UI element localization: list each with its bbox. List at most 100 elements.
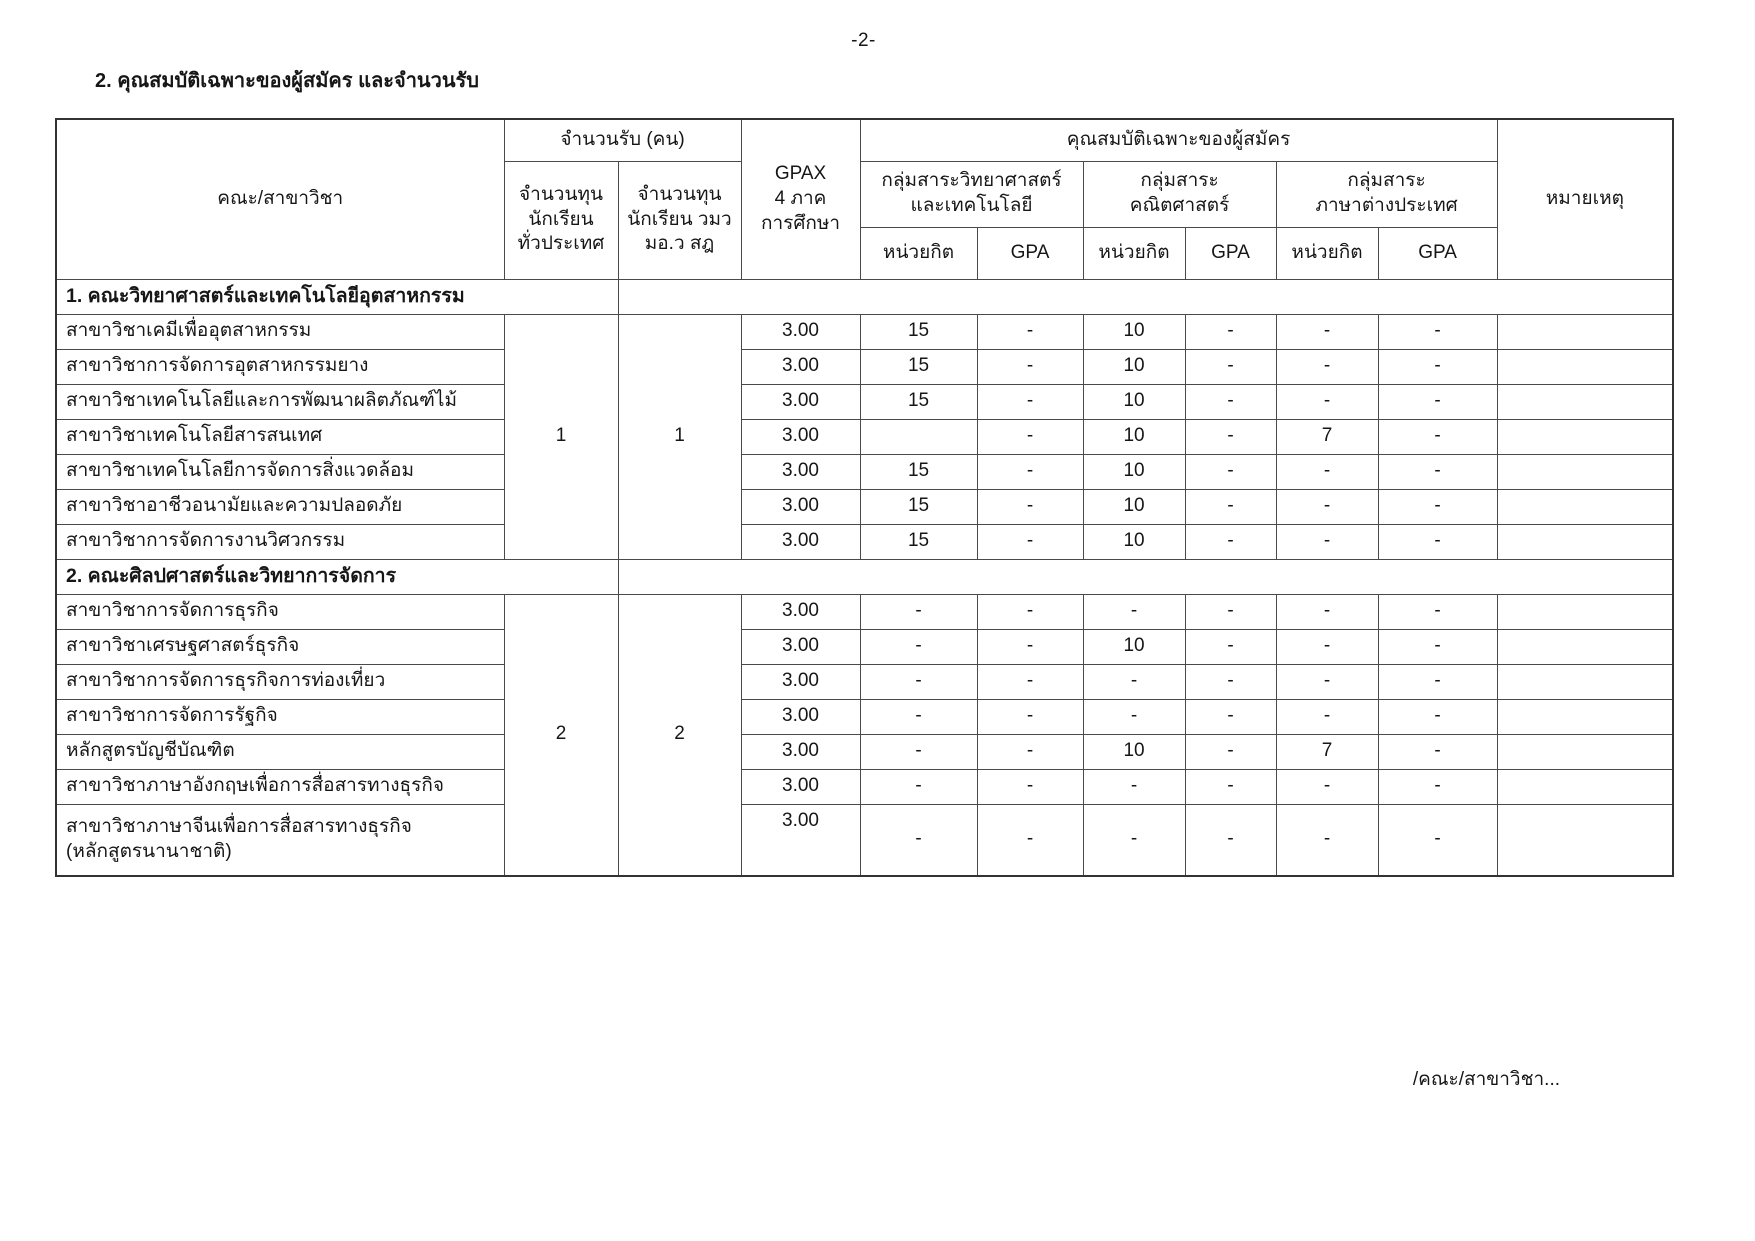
header-quota-scius: จำนวนทุน นักเรียน วมว มอ.ว สฎ	[617, 160, 742, 280]
program-name: สาขาวิชาเคมีเพื่ออุตสาหกรรม	[55, 313, 505, 350]
quota-national-cell: 2	[503, 593, 619, 877]
program-name: สาขาวิชาการจัดการงานวิศวกรรม	[55, 523, 505, 560]
sci-gpa-cell: -	[976, 628, 1084, 665]
program-row: สาขาวิชาเศรษฐศาสตร์ธุรกิจ 3.00- -10- - -	[55, 628, 1674, 665]
program-name: หลักสูตรบัญชีบัณฑิต	[55, 733, 505, 770]
program-row: หลักสูตรบัญชีบัณฑิต 3.00- -10-7-	[55, 733, 1674, 770]
header-group-math: กลุ่มสาระ คณิตศาสตร์	[1082, 160, 1277, 228]
lang-gpa-cell: -	[1377, 348, 1498, 385]
lang-credit-cell: -	[1275, 593, 1379, 630]
sci-gpa-cell: -	[976, 348, 1084, 385]
program-row: สาขาวิชาการจัดการงานวิศวกรรม 3.00 15-10- - -	[55, 523, 1674, 560]
header-admission-group: จำนวนรับ (คน)	[503, 118, 742, 162]
quota-scius-cell: 1	[617, 313, 742, 560]
program-row: สาขาวิชาการจัดการธุรกิจ 2 2 3.00- - - - - -	[55, 593, 1674, 877]
remark-cell	[1496, 383, 1674, 420]
remark-cell	[1496, 593, 1674, 630]
gpax-cell: 3.00	[740, 698, 861, 735]
program-name: สาขาวิชาเทคโนโลยีการจัดการสิ่งแวดล้อม	[55, 453, 505, 490]
header-qualifications-group: คุณสมบัติเฉพาะของผู้สมัคร	[859, 118, 1498, 162]
gpax-cell: 3.00	[740, 313, 861, 350]
program-name: สาขาวิชาการจัดการธุรกิจการท่องเที่ยว	[55, 663, 505, 700]
faculty-section-row: 2. คณะศิลปศาสตร์และวิทยาการจัดการ	[55, 558, 1674, 595]
program-name: สาขาวิชาเศรษฐศาสตร์ธุรกิจ	[55, 628, 505, 665]
sci-credit-cell: 15	[859, 348, 978, 385]
program-row: สาขาวิชาเทคโนโลยีและการพัฒนาผลิตภัณฑ์ไม้…	[55, 383, 1674, 420]
math-gpa-cell: -	[1184, 488, 1277, 525]
sci-credit-cell: 15	[859, 383, 978, 420]
remark-cell	[1496, 313, 1674, 350]
gpax-cell: 3.00	[740, 663, 861, 700]
math-credit-cell: 10	[1082, 453, 1186, 490]
header-math-credit: หน่วยกิต	[1082, 226, 1186, 280]
math-gpa-cell: -	[1184, 453, 1277, 490]
program-name: สาขาวิชาการจัดการธุรกิจ	[55, 593, 505, 630]
gpax-cell: 3.00	[740, 803, 861, 877]
sci-gpa-cell: -	[976, 383, 1084, 420]
remark-cell	[1496, 348, 1674, 385]
sci-credit-cell: 15	[859, 523, 978, 560]
sci-gpa-cell: -	[976, 768, 1084, 805]
lang-credit-cell: -	[1275, 663, 1379, 700]
sci-credit-cell: 15	[859, 313, 978, 350]
math-credit-cell: 10	[1082, 628, 1186, 665]
lang-credit-cell: -	[1275, 488, 1379, 525]
header-remark: หมายเหตุ	[1496, 118, 1674, 280]
header-faculty: คณะ/สาขาวิชา	[55, 118, 505, 280]
sci-credit-cell: -	[859, 733, 978, 770]
lang-credit-cell: 7	[1275, 733, 1379, 770]
math-gpa-cell: -	[1184, 698, 1277, 735]
faculty-section-row: 1. คณะวิทยาศาสตร์และเทคโนโลยีอุตสาหกรรม	[55, 278, 1674, 315]
lang-credit-cell: -	[1275, 803, 1379, 877]
math-gpa-cell: -	[1184, 663, 1277, 700]
quota-national-cell: 1	[503, 313, 619, 560]
lang-gpa-cell: -	[1377, 803, 1498, 877]
math-credit-cell: 10	[1082, 488, 1186, 525]
gpax-cell: 3.00	[740, 733, 861, 770]
program-name: สาขาวิชาเทคโนโลยีและการพัฒนาผลิตภัณฑ์ไม้	[55, 383, 505, 420]
header-quota-national: จำนวนทุน นักเรียน ทั่วประเทศ	[503, 160, 619, 280]
remark-cell	[1496, 523, 1674, 560]
gpax-cell: 3.00	[740, 348, 861, 385]
math-credit-cell: 10	[1082, 313, 1186, 350]
section-spacer-cell	[617, 278, 1674, 315]
header-sci-gpa: GPA	[976, 226, 1084, 280]
lang-gpa-cell: -	[1377, 313, 1498, 350]
sci-gpa-cell: -	[976, 803, 1084, 877]
faculty-section-title: 1. คณะวิทยาศาสตร์และเทคโนโลยีอุตสาหกรรม	[55, 278, 619, 315]
lang-credit-cell: -	[1275, 698, 1379, 735]
header-lang-credit: หน่วยกิต	[1275, 226, 1379, 280]
gpax-cell: 3.00	[740, 418, 861, 455]
program-row: สาขาวิชาการจัดการธุรกิจการท่องเที่ยว 3.00…	[55, 663, 1674, 700]
header-sci-credit: หน่วยกิต	[859, 226, 978, 280]
gpax-cell: 3.00	[740, 628, 861, 665]
math-credit-cell: 10	[1082, 523, 1186, 560]
lang-gpa-cell: -	[1377, 733, 1498, 770]
footer-note: /คณะ/สาขาวิชา...	[1412, 1069, 1560, 1090]
program-row: สาขาวิชาเคมีเพื่ออุตสาหกรรม 1 1 3.00 15-10- -…	[55, 313, 1674, 560]
lang-gpa-cell: -	[1377, 768, 1498, 805]
lang-gpa-cell: -	[1377, 453, 1498, 490]
sci-gpa-cell: -	[976, 593, 1084, 630]
gpax-cell: 3.00	[740, 768, 861, 805]
sci-gpa-cell: -	[976, 698, 1084, 735]
sci-credit-cell: -	[859, 663, 978, 700]
faculty-section-title: 2. คณะศิลปศาสตร์และวิทยาการจัดการ	[55, 558, 619, 595]
lang-gpa-cell: -	[1377, 628, 1498, 665]
remark-cell	[1496, 768, 1674, 805]
math-gpa-cell: -	[1184, 418, 1277, 455]
remark-cell	[1496, 663, 1674, 700]
lang-gpa-cell: -	[1377, 698, 1498, 735]
sci-credit-cell: -	[859, 628, 978, 665]
remark-cell	[1496, 698, 1674, 735]
math-gpa-cell: -	[1184, 593, 1277, 630]
sci-credit-cell: -	[859, 593, 978, 630]
math-gpa-cell: -	[1184, 628, 1277, 665]
gpax-cell: 3.00	[740, 383, 861, 420]
math-credit-cell: 10	[1082, 733, 1186, 770]
section-spacer-cell	[617, 558, 1674, 595]
lang-credit-cell: -	[1275, 453, 1379, 490]
math-gpa-cell: -	[1184, 348, 1277, 385]
lang-gpa-cell: -	[1377, 383, 1498, 420]
